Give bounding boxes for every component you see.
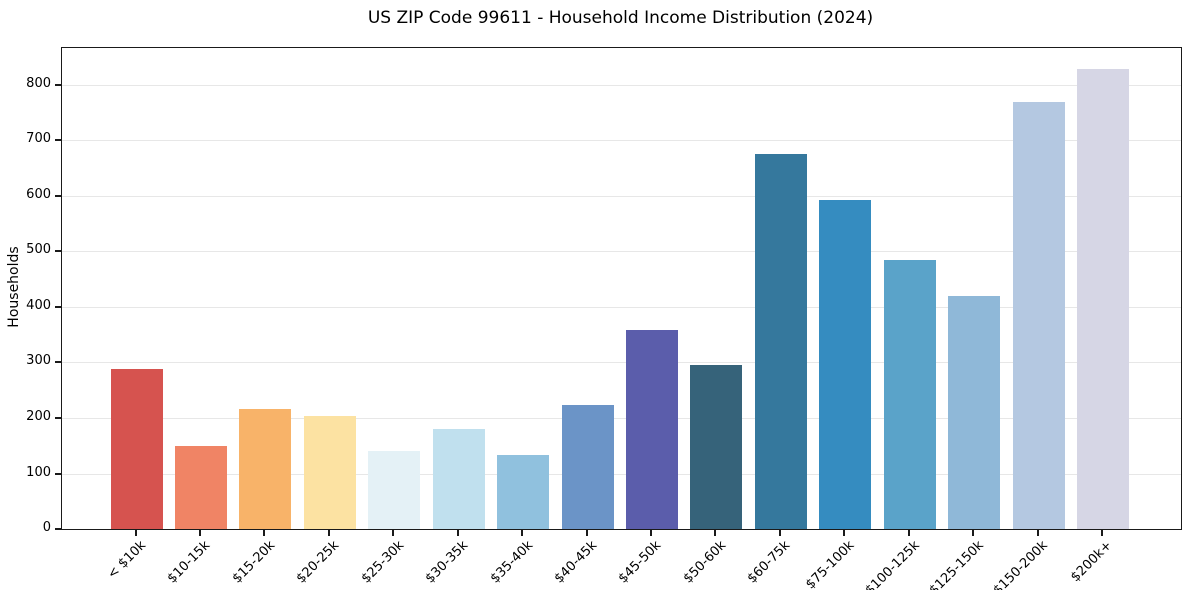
- y-axis-label: Households: [6, 246, 22, 328]
- ytick-label-600: 600: [26, 186, 51, 202]
- ytick-mark-200: [55, 416, 61, 419]
- xtick-mark-$125-150k: [972, 529, 975, 536]
- gridline-y400: [62, 306, 1181, 308]
- ytick-label-200: 200: [26, 408, 51, 424]
- gridline-y500: [62, 251, 1181, 253]
- ytick-label-300: 300: [26, 353, 51, 369]
- ytick-label-400: 400: [26, 297, 51, 313]
- xtick-mark-$200k+: [1101, 529, 1103, 536]
- ytick-label-500: 500: [26, 242, 51, 258]
- gridline-y300: [62, 362, 1181, 364]
- xtick-mark-$150-200k: [1036, 529, 1039, 536]
- ytick-mark-100: [55, 472, 61, 475]
- plot-area: [61, 47, 1182, 530]
- bar-$35-40k: [497, 454, 550, 529]
- xtick-mark-$40-45k: [585, 529, 588, 536]
- bar-$200k+: [1077, 68, 1129, 529]
- gridline-y700: [62, 140, 1181, 142]
- bar-$40-45k: [561, 404, 614, 529]
- xtick-mark-$45-50k: [649, 529, 652, 536]
- xtick-mark-$30-35k: [456, 529, 459, 536]
- xtick-label-$200k+: $200k+: [1068, 538, 1116, 586]
- xtick-mark-$25-30k: [392, 529, 395, 536]
- bar-$20-25k: [303, 416, 356, 529]
- bar-$25-30k: [368, 451, 421, 529]
- bar-$75-100k: [819, 200, 872, 529]
- gridline-y100: [62, 473, 1181, 475]
- ytick-mark-500: [55, 250, 61, 253]
- ytick-label-800: 800: [26, 75, 51, 91]
- ytick-label-0: 0: [42, 520, 51, 535]
- ytick-mark-700: [55, 139, 61, 142]
- xtick-mark-$75-100k: [843, 529, 846, 536]
- bar-$45-50k: [625, 330, 678, 529]
- bar-$100-125k: [883, 260, 936, 529]
- gridline-y600: [62, 195, 1181, 197]
- xtick-mark-$50-60k: [714, 529, 717, 536]
- ytick-mark-600: [55, 194, 61, 197]
- ytick-label-100: 100: [26, 464, 51, 480]
- ytick-label-700: 700: [26, 131, 51, 147]
- xtick-mark-$10-15k: [198, 529, 201, 536]
- bar-< $10k: [110, 369, 163, 529]
- bar-$150-200k: [1012, 102, 1065, 529]
- bar-$15-20k: [239, 408, 292, 529]
- gridline-y800: [62, 84, 1181, 86]
- bar-$60-75k: [754, 154, 807, 529]
- ytick-mark-0: [55, 528, 61, 530]
- ytick-mark-800: [55, 83, 61, 86]
- xtick-mark-< $10k: [134, 529, 137, 536]
- ytick-mark-400: [55, 305, 61, 308]
- xtick-mark-$100-125k: [907, 529, 910, 536]
- bar-$10-15k: [174, 446, 227, 529]
- chart-title: US ZIP Code 99611 - Household Income Dis…: [367, 8, 874, 28]
- xtick-mark-$35-40k: [521, 529, 524, 536]
- xtick-mark-$15-20k: [263, 529, 266, 536]
- xtick-mark-$60-75k: [778, 529, 781, 536]
- xtick-mark-$20-25k: [327, 529, 330, 536]
- bar-$125-150k: [948, 295, 1001, 529]
- bar-$30-35k: [432, 428, 485, 529]
- bar-$50-60k: [690, 365, 743, 529]
- gridline-y200: [62, 417, 1181, 419]
- ytick-mark-300: [55, 361, 61, 364]
